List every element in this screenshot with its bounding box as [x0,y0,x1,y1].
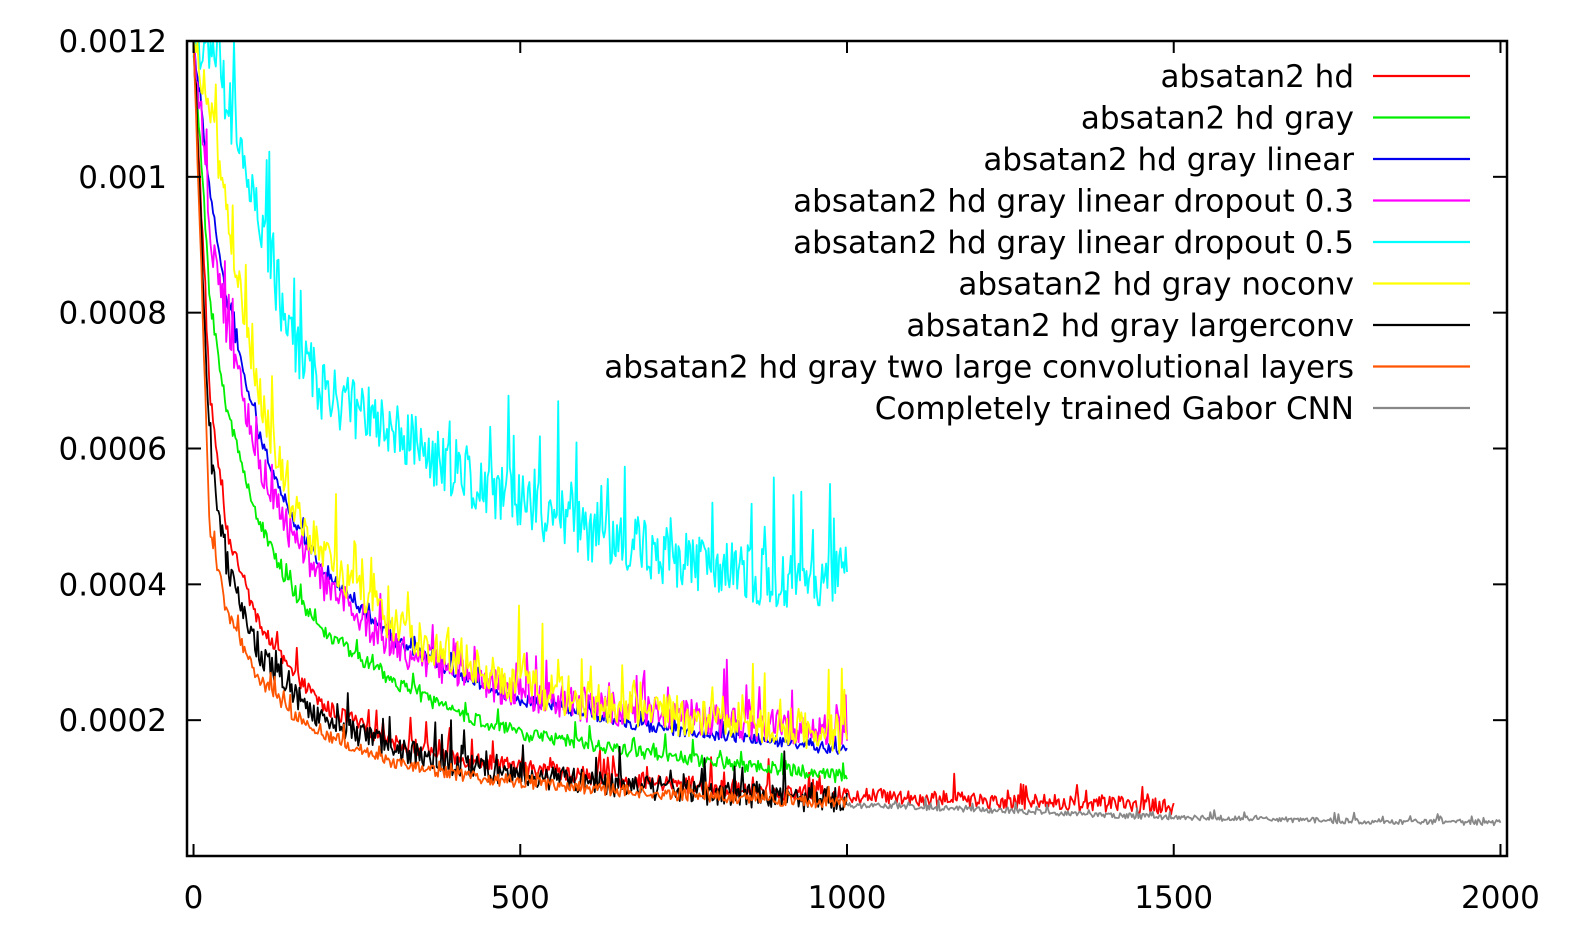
x-tick-label: 500 [491,880,550,916]
legend-label: absatan2 hd gray linear dropout 0.5 [793,225,1354,261]
x-tick-label: 1500 [1134,880,1213,916]
y-tick-label: 0.0006 [59,432,167,468]
y-tick-label: 0.0004 [59,567,167,603]
legend-label: absatan2 hd gray [1081,101,1354,137]
legend-label: absatan2 hd gray noconv [958,267,1354,303]
legend-label: absatan2 hd gray largerconv [906,308,1354,344]
y-tick-label: 0.0002 [59,703,167,739]
legend-label: absatan2 hd [1160,59,1354,95]
x-tick-label: 1000 [808,880,887,916]
x-tick-label: 2000 [1461,880,1540,916]
y-tick-label: 0.001 [78,160,167,196]
series-line-6 [192,40,848,754]
legend-label: Completely trained Gabor CNN [875,391,1354,427]
series-line-2 [192,46,848,784]
legend-label: absatan2 hd gray linear [983,142,1354,178]
legend-label: absatan2 hd gray two large convolutional… [604,350,1354,386]
legend: absatan2 hd absatan2 hd gray absatan2 hd g… [604,59,1470,427]
y-tick-label: 0.0008 [59,296,167,332]
series-line-5 [192,40,848,608]
series-line-7 [192,40,848,813]
series-layer [192,40,1502,827]
y-tick-label: 0.0012 [59,24,167,60]
legend-label: absatan2 hd gray linear dropout 0.3 [793,184,1354,220]
x-tick-label: 0 [184,880,204,916]
series-line-9 [846,797,1502,827]
axis-ticks: 0 500 1000 1500 2000 0.0002 0.0004 0.0006 0.0008… [59,24,1540,916]
series-line-8 [192,42,848,809]
